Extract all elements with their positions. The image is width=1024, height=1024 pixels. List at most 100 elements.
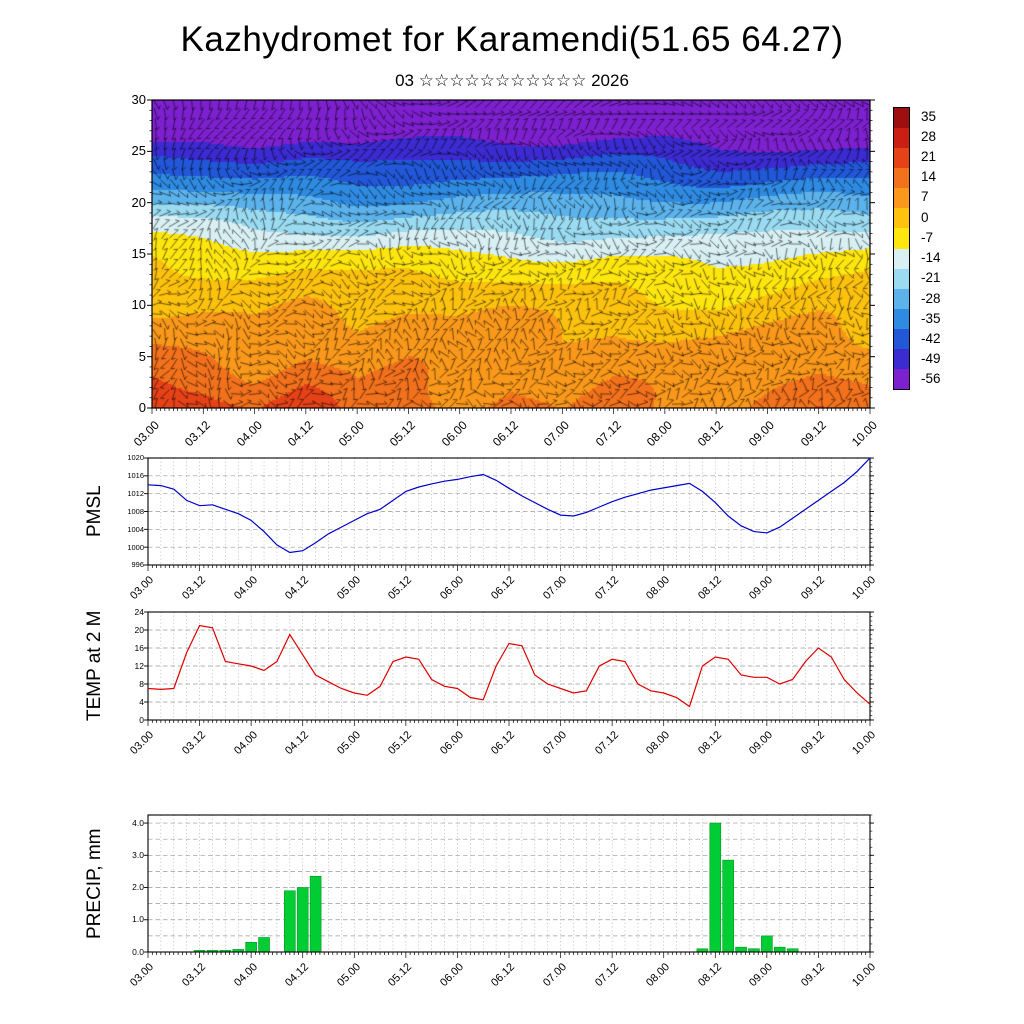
colorbar-cell (894, 108, 909, 129)
cross-section-ytick: 0 (138, 400, 146, 415)
colorbar-cell (894, 168, 909, 189)
y-axis-tick-label: 20 (134, 624, 144, 635)
date-subtitle: 03 ☆☆☆☆☆☆☆☆☆☆☆ 2026 (395, 71, 629, 90)
y-axis-tick-label: 1004 (127, 524, 144, 534)
y-axis-tick-label: 12 (134, 660, 144, 671)
colorbar-cell (894, 348, 909, 370)
x-axis-tick-label: 04.00 (231, 574, 260, 602)
x-axis-tick-label: 08.00 (644, 961, 673, 989)
x-axis-tick-label: 06.12 (489, 729, 518, 757)
colorbar-tick-label: -14 (921, 250, 941, 266)
x-axis-tick-label: 03.00 (130, 418, 162, 450)
x-axis-tick-label: 08.12 (694, 418, 727, 450)
precip-chart (144, 814, 874, 958)
y-axis-tick-label: 0 (139, 714, 144, 725)
x-axis-tick-label: 04.00 (233, 418, 265, 450)
colorbar-tick-label: -56 (921, 371, 941, 387)
x-axis-tick-label: 07.12 (592, 574, 621, 602)
x-axis-tick-label: 03.12 (180, 729, 209, 757)
colorbar-cell (894, 228, 909, 249)
temperature-colorbar (893, 107, 910, 390)
colorbar-tick-label: -21 (921, 270, 941, 286)
y-axis-tick-label: 3.0 (132, 850, 144, 861)
y-axis-tick-label: 8 (139, 678, 144, 689)
x-axis-tick-label: 06.00 (437, 961, 466, 989)
colorbar-tick-label: 7 (921, 189, 929, 205)
x-axis-tick-label: 10.00 (850, 729, 879, 757)
x-axis-tick-label: 05.12 (386, 729, 415, 757)
x-axis-tick-label: 08.00 (644, 729, 673, 757)
x-axis-tick-label: 09.00 (747, 961, 776, 989)
x-axis-tick-label: 05.00 (335, 418, 368, 450)
x-axis-tick-label: 03.12 (180, 574, 209, 602)
x-axis-tick-label: 07.12 (592, 729, 621, 757)
x-axis-tick-label: 03.00 (128, 961, 157, 989)
x-axis-tick-label: 05.00 (334, 961, 363, 989)
cross-section-ytick: 20 (131, 194, 146, 210)
colorbar-cell (894, 188, 909, 209)
colorbar-tick-label: 14 (921, 169, 937, 185)
colorbar-tick-label: -35 (921, 310, 941, 326)
x-axis-tick-label: 07.00 (541, 961, 570, 989)
colorbar-cell (894, 128, 909, 149)
colorbar-cell (894, 248, 909, 269)
x-axis-tick-label: 06.00 (438, 418, 470, 450)
colorbar-cell (894, 328, 909, 349)
x-axis-tick-label: 07.00 (541, 418, 573, 450)
y-axis-tick-label: 996 (131, 560, 144, 570)
x-axis-tick-label: 10.00 (850, 961, 879, 989)
x-axis-tick-label: 05.12 (387, 418, 419, 450)
x-axis-tick-label: 04.12 (283, 574, 312, 602)
x-axis-tick-label: 06.12 (489, 574, 518, 602)
x-axis-tick-label: 05.12 (386, 961, 415, 989)
x-axis-tick-label: 03.00 (128, 574, 157, 602)
x-axis-tick-label: 09.00 (746, 418, 778, 450)
y-axis-tick-label: 16 (134, 642, 144, 653)
pmsl-axis-title: PMSL (84, 485, 105, 538)
precip-axis-title: PRECIP, mm (84, 828, 105, 939)
colorbar-cell (894, 308, 909, 329)
x-axis-tick-label: 03.00 (128, 729, 157, 757)
y-axis-tick-label: 1000 (127, 542, 144, 552)
x-axis-tick-label: 03.12 (180, 961, 209, 989)
x-axis-tick-label: 06.00 (437, 574, 466, 602)
x-axis-tick-label: 05.12 (386, 574, 415, 602)
x-axis-tick-label: 08.00 (644, 574, 673, 602)
x-axis-tick-label: 09.12 (797, 418, 829, 450)
y-axis-tick-label: 4 (139, 696, 144, 707)
y-axis-tick-label: 1012 (127, 489, 144, 499)
x-axis-tick-label: 09.12 (798, 961, 827, 989)
x-axis-tick-label: 04.12 (283, 729, 312, 757)
x-axis-tick-label: 05.00 (334, 729, 363, 757)
colorbar-cell (894, 148, 909, 169)
y-axis-tick-label: 1.0 (132, 914, 144, 925)
x-axis-tick-label: 10.00 (848, 418, 880, 450)
cross-section-axes (147, 99, 875, 414)
x-axis-tick-label: 04.00 (231, 729, 260, 757)
colorbar-tick-label: -7 (921, 229, 934, 245)
colorbar-cell (894, 268, 909, 289)
x-axis-tick-label: 09.12 (798, 574, 827, 602)
x-axis-tick-label: 06.12 (489, 418, 521, 450)
y-axis-tick-label: 1016 (127, 471, 144, 481)
x-axis-tick-label: 06.00 (437, 729, 466, 757)
colorbar-tick-label: 35 (921, 108, 937, 124)
cross-section-ytick: 5 (138, 348, 146, 364)
cross-section-ytick: 10 (131, 297, 146, 313)
colorbar-tick-label: -28 (921, 290, 941, 306)
x-axis-tick-label: 09.12 (798, 729, 827, 757)
x-axis-tick-label: 09.00 (747, 729, 776, 757)
x-axis-tick-label: 08.00 (643, 418, 675, 450)
cross-section-ytick: 25 (131, 143, 146, 159)
colorbar-tick-label: 0 (921, 209, 929, 225)
x-axis-tick-label: 05.00 (334, 574, 363, 602)
y-axis-tick-label: 1020 (127, 453, 144, 463)
x-axis-tick-label: 08.12 (695, 574, 724, 602)
x-axis-tick-label: 03.12 (182, 418, 214, 450)
x-axis-tick-label: 08.12 (695, 729, 724, 757)
x-axis-tick-label: 04.12 (284, 418, 316, 450)
cross-section-canvas (152, 100, 870, 408)
y-axis-tick-label: 4.0 (132, 817, 144, 828)
y-axis-tick-label: 1008 (127, 506, 144, 516)
x-axis-tick-label: 06.12 (489, 961, 518, 989)
